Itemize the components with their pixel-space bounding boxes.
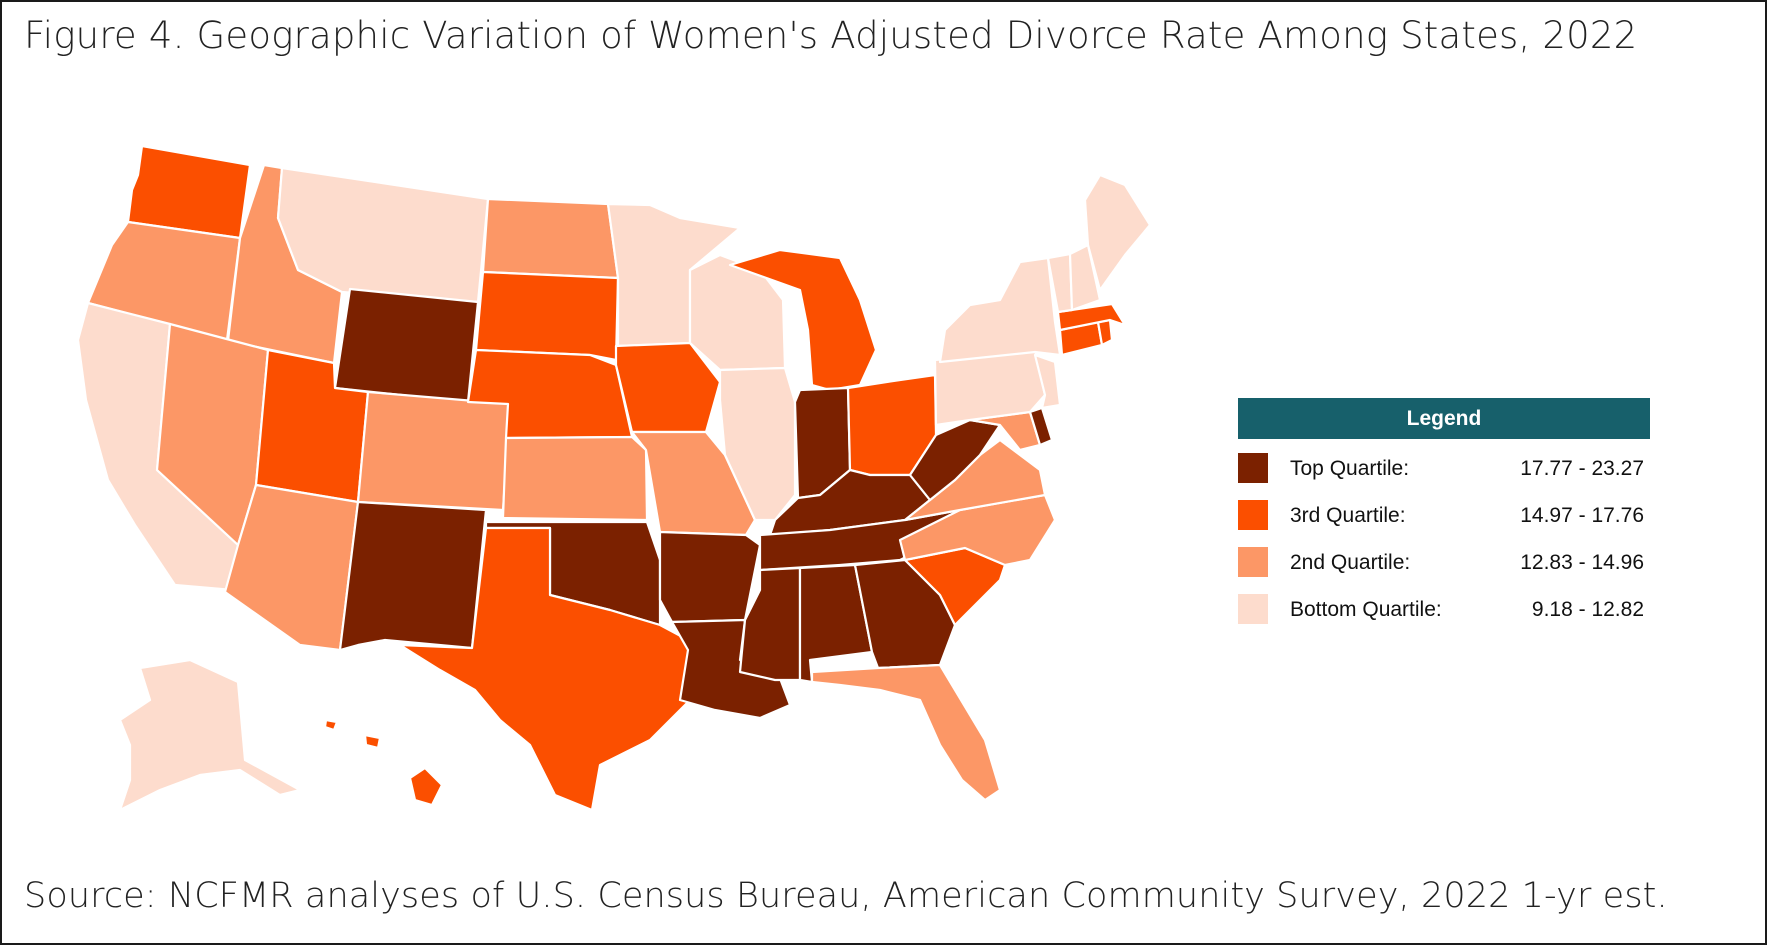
legend-label: Top Quartile: <box>1290 457 1410 480</box>
legend-item-bottom-quartile: Bottom Quartile: 9.18 - 12.82 <box>1238 580 1650 627</box>
legend-item-top-quartile: Top Quartile: 17.77 - 23.27 <box>1238 439 1650 486</box>
state-arkansas[interactable] <box>658 530 762 624</box>
state-alaska[interactable] <box>118 658 302 812</box>
legend-label: 2nd Quartile: <box>1290 551 1411 574</box>
state-massachusetts[interactable] <box>1056 302 1127 332</box>
source-note: Source: NCFMR analyses of U.S. Census Bu… <box>24 876 1668 916</box>
state-maine[interactable] <box>1083 173 1152 292</box>
map-legend: Legend Top Quartile: 17.77 - 23.27 3rd Q… <box>1238 398 1650 627</box>
state-florida[interactable] <box>810 663 1002 802</box>
state-new-york[interactable] <box>938 256 1062 364</box>
legend-swatch <box>1238 594 1268 624</box>
legend-label: Bottom Quartile: <box>1290 598 1442 621</box>
legend-swatch <box>1238 500 1268 530</box>
state-new-hampshire[interactable] <box>1068 243 1102 312</box>
state-new-mexico[interactable] <box>338 500 488 652</box>
state-new-jersey[interactable] <box>1033 353 1062 410</box>
figure-title: Figure 4. Geographic Variation of Women'… <box>24 14 1638 57</box>
legend-swatch <box>1238 547 1268 577</box>
state-wyoming[interactable] <box>333 287 480 404</box>
legend-range: 17.77 - 23.27 <box>1520 457 1644 480</box>
state-north-dakota[interactable] <box>481 197 620 280</box>
state-west-virginia[interactable] <box>908 418 1002 502</box>
state-colorado[interactable] <box>356 390 512 512</box>
legend-swatch <box>1238 453 1268 483</box>
state-michigan[interactable] <box>728 248 878 392</box>
state-hawaii[interactable] <box>323 718 444 807</box>
legend-heading: Legend <box>1238 398 1650 439</box>
legend-range: 14.97 - 17.76 <box>1520 504 1644 527</box>
state-delaware[interactable] <box>1028 406 1054 447</box>
state-missouri[interactable] <box>630 430 757 537</box>
legend-range: 12.83 - 14.96 <box>1520 551 1644 574</box>
legend-item-2nd-quartile: 2nd Quartile: 12.83 - 14.96 <box>1238 533 1650 580</box>
legend-range: 9.18 - 12.82 <box>1531 598 1644 621</box>
state-kansas[interactable] <box>501 435 649 522</box>
legend-label: 3rd Quartile: <box>1290 504 1406 527</box>
state-wisconsin[interactable] <box>688 253 787 372</box>
legend-item-3rd-quartile: 3rd Quartile: 14.97 - 17.76 <box>1238 486 1650 533</box>
state-south-dakota[interactable] <box>474 270 620 362</box>
state-texas[interactable] <box>398 526 692 812</box>
